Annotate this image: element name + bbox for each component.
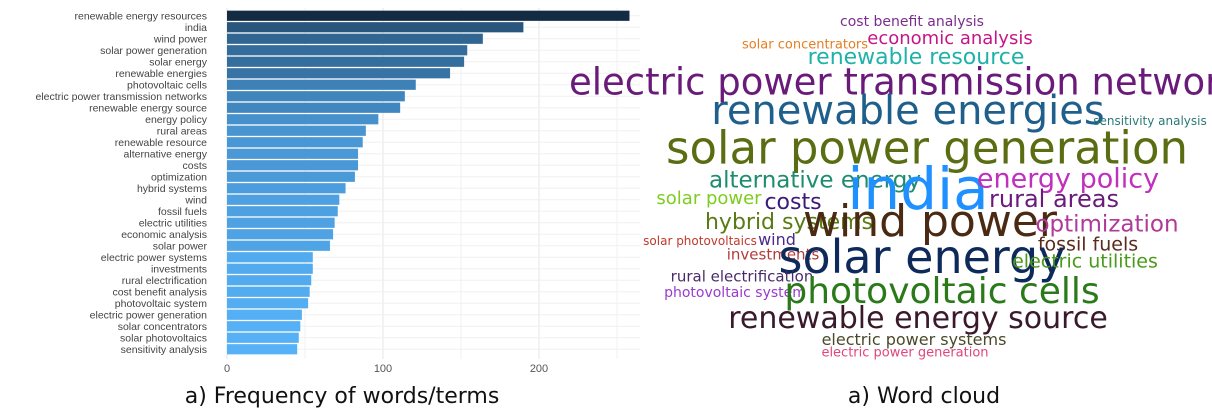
cloud-word: hybrid systems <box>704 210 874 235</box>
bar <box>227 183 346 194</box>
category-label: rural areas <box>157 125 207 137</box>
cloud-word: costs <box>764 190 822 215</box>
category-label: india <box>185 22 207 34</box>
frequency-chart-panel: renewable energy resources india wind powe… <box>35 8 641 375</box>
bar <box>227 252 313 263</box>
category-label: renewable energy resources <box>75 10 208 22</box>
category-label: wind power <box>153 33 208 45</box>
cloud-word: sensitivity analysis <box>1093 114 1207 128</box>
cloud-word: renewable energies <box>711 88 1105 134</box>
cloud-word: economic analysis <box>867 28 1033 49</box>
bar <box>227 321 301 332</box>
cloud-word: photovoltaic cells <box>784 271 1100 312</box>
cloud-word: wind <box>758 230 796 249</box>
cloud-word: cost benefit analysis <box>840 14 984 30</box>
bar <box>227 286 310 297</box>
category-label: photovoltaic cells <box>127 79 207 91</box>
category-label: photovoltaic system <box>115 298 207 310</box>
bar <box>227 160 359 171</box>
category-label: solar energy <box>149 56 208 68</box>
bar <box>227 125 366 136</box>
category-label: sensitivity analysis <box>121 344 207 356</box>
category-label: solar power generation <box>100 45 207 57</box>
category-label: electric power generation <box>90 309 207 321</box>
category-label: energy policy <box>145 114 208 126</box>
bar <box>227 10 630 21</box>
cloud-word: renewable resource <box>807 45 1025 70</box>
category-label: alternative energy <box>124 148 208 160</box>
bar <box>227 68 451 79</box>
cloud-word: renewable energy source <box>728 301 1108 336</box>
cloud-word: alternative energy <box>709 167 921 194</box>
cloud-word: electric utilities <box>1012 250 1158 273</box>
bar <box>227 194 340 205</box>
cloud-word: electric power systems <box>821 330 1007 349</box>
category-label: costs <box>182 160 207 172</box>
category-label: fossil fuels <box>158 206 207 218</box>
category-label: optimization <box>151 171 207 183</box>
category-label: renewable energies <box>115 68 207 80</box>
bar <box>227 56 465 67</box>
word-cloud-caption: a) Word cloud <box>847 384 1001 409</box>
cloud-word: investments <box>726 245 820 264</box>
word-cloud-panel: cost benefit analysis solar concentrators… <box>569 0 1212 413</box>
cloud-word: solar photovoltaics <box>643 234 757 248</box>
cloud-word: optimization <box>1035 211 1179 238</box>
bar <box>227 332 299 343</box>
bar <box>227 206 338 217</box>
cloud-word: photovoltaic system <box>664 285 806 301</box>
cloud-word: fossil fuels <box>1037 233 1139 256</box>
category-label: cost benefit analysis <box>112 286 207 298</box>
cloud-word: rural areas <box>989 185 1119 213</box>
bar <box>227 91 405 102</box>
bar <box>227 217 335 228</box>
bar <box>227 45 468 56</box>
bar <box>227 229 334 240</box>
bar <box>227 240 330 251</box>
cloud-word: electric power transmission networks <box>568 60 1212 104</box>
bar <box>227 298 309 309</box>
bar <box>227 33 483 44</box>
x-tick-label: 200 <box>530 363 548 375</box>
x-tick-label: 0 <box>224 363 230 375</box>
cloud-word: solar power generation <box>666 121 1188 175</box>
category-label: wind <box>184 194 207 206</box>
cloud-word: rural electrification <box>670 267 814 286</box>
bar <box>227 148 359 159</box>
category-label: renewable energy source <box>89 102 207 114</box>
category-label: solar concentrators <box>118 321 207 333</box>
bar <box>227 171 355 182</box>
cloud-word: electric power generation <box>821 345 989 361</box>
bar <box>227 114 379 125</box>
cloud-word: wind power <box>802 196 1058 247</box>
category-label: economic analysis <box>121 229 207 241</box>
bar <box>227 137 363 148</box>
bar <box>227 263 313 274</box>
cloud-word: solar energy <box>778 230 1066 284</box>
cloud-word: india <box>847 155 989 223</box>
category-label: investments <box>151 263 207 275</box>
category-label: electric power transmission networks <box>35 91 207 103</box>
bar <box>227 79 416 90</box>
category-label: rural electrification <box>122 275 207 287</box>
category-label: solar photovoltaics <box>120 332 207 344</box>
category-label: solar power <box>153 240 208 252</box>
category-label: electric power systems <box>101 252 207 264</box>
category-label: renewable resource <box>115 137 207 149</box>
cloud-word: solar concentrators <box>741 37 869 53</box>
cloud-word: solar power <box>656 188 762 209</box>
bar <box>227 275 312 286</box>
chart-caption: a) Frequency of words/terms <box>184 384 500 409</box>
bar <box>227 344 298 355</box>
category-label: electric utilities <box>139 217 207 229</box>
category-label: hybrid systems <box>137 183 207 195</box>
cloud-word: energy policy <box>976 163 1160 195</box>
bar <box>227 309 302 320</box>
bar <box>227 102 401 113</box>
x-tick-label: 100 <box>374 363 392 375</box>
bar <box>227 22 524 33</box>
